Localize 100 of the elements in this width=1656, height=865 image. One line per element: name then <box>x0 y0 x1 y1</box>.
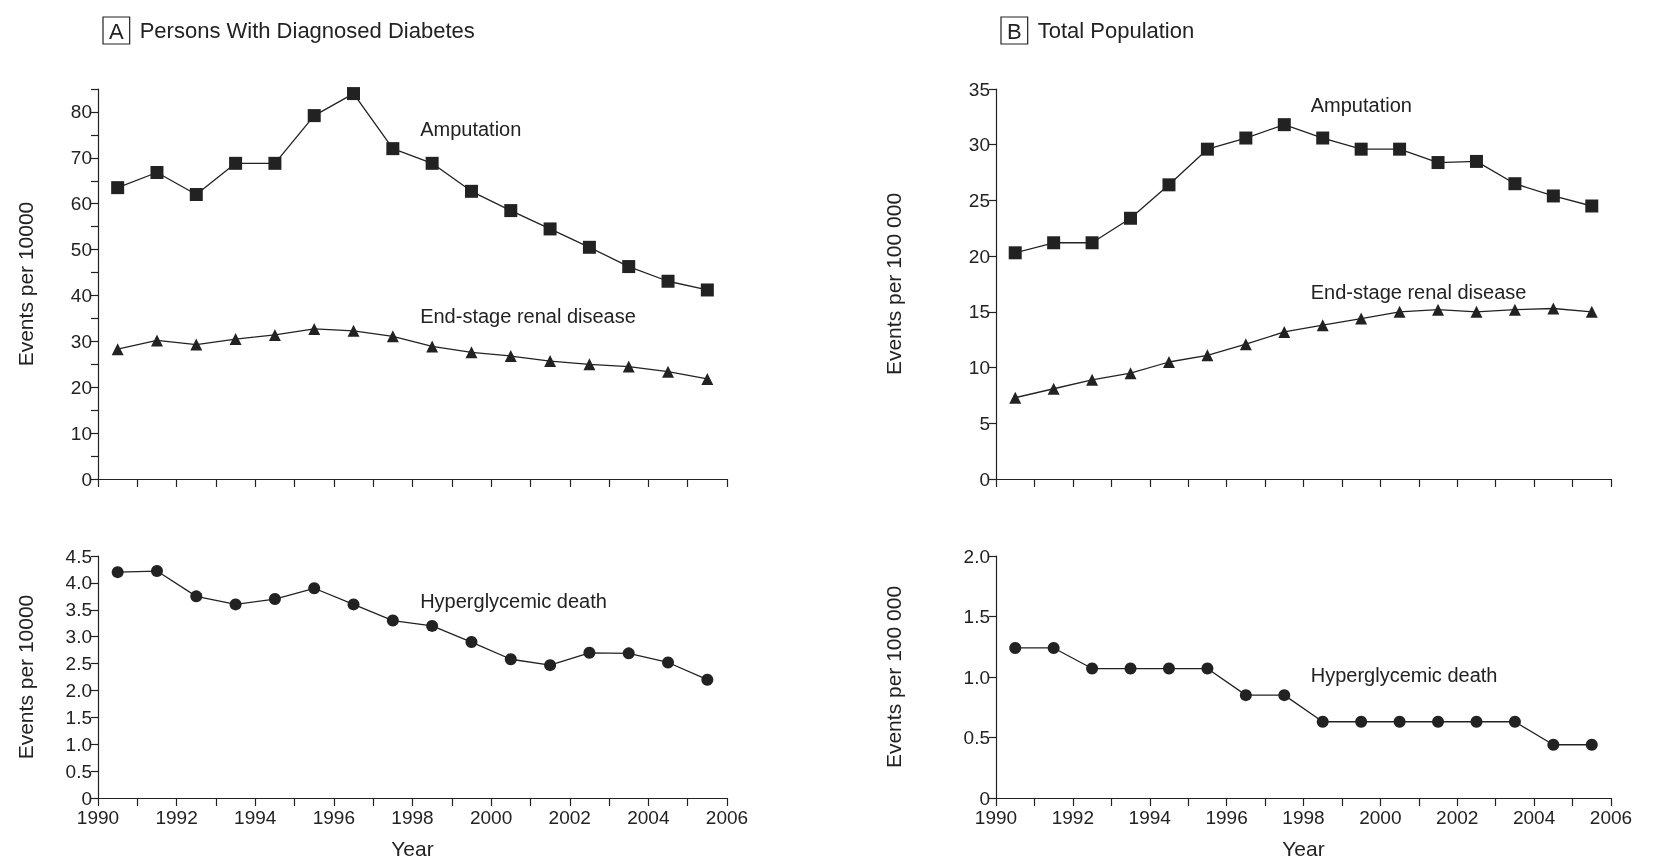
point <box>622 647 635 660</box>
point <box>1547 302 1560 315</box>
point <box>268 328 281 341</box>
chart-subtitle: Total Population <box>1037 18 1195 43</box>
point <box>1355 715 1368 728</box>
point <box>111 181 125 195</box>
x-tick-label: 1994 <box>234 807 277 828</box>
point <box>1200 142 1214 156</box>
point <box>268 593 281 606</box>
x-tick-label: 1990 <box>974 807 1018 828</box>
point <box>1469 154 1483 168</box>
point <box>111 343 124 356</box>
x-tick-label: 2000 <box>1359 807 1402 828</box>
y-tick-label: 20 <box>70 376 92 398</box>
point <box>1239 689 1252 702</box>
point <box>464 184 478 198</box>
point <box>150 166 164 180</box>
y-tick-label: 40 <box>70 284 92 306</box>
point <box>504 350 517 363</box>
x-tick-label: 1996 <box>1205 807 1248 828</box>
point <box>1008 246 1022 260</box>
point <box>1585 199 1599 213</box>
point <box>1316 319 1329 332</box>
point <box>583 646 596 659</box>
point <box>504 653 517 666</box>
x-axis-title: Year <box>391 837 434 860</box>
point <box>1278 325 1291 338</box>
y-tick-label: 0 <box>81 468 92 490</box>
y-tick-label: 4.5 <box>65 545 92 567</box>
point <box>1508 303 1521 316</box>
y-tick-label: 80 <box>70 101 92 123</box>
point <box>229 598 242 611</box>
y-tick-label: 3.5 <box>65 599 92 621</box>
point <box>1316 715 1329 728</box>
point <box>268 156 282 170</box>
y-tick-label: 50 <box>70 239 92 261</box>
point <box>1047 236 1061 250</box>
point <box>544 355 557 368</box>
point <box>1432 715 1445 728</box>
y-tick-label: 2.5 <box>65 653 92 675</box>
y-tick-label: 5 <box>979 412 990 434</box>
point <box>1009 641 1022 654</box>
point <box>1470 715 1483 728</box>
point <box>190 590 203 603</box>
point <box>1470 305 1483 318</box>
point <box>1546 189 1560 203</box>
x-axis-title: Year <box>1282 837 1325 860</box>
chart-title: B <box>1007 18 1022 44</box>
chart-title: A <box>109 18 124 44</box>
point <box>1201 662 1214 675</box>
point <box>1393 142 1407 156</box>
y-axis-title: Events per 100 000 <box>882 192 905 376</box>
y-axis-title: Events per 100 000 <box>882 585 905 769</box>
series-label: Hyperglycemic death <box>420 589 607 612</box>
x-tick-label: 1992 <box>155 807 198 828</box>
point <box>1508 177 1522 191</box>
point <box>308 322 321 335</box>
point <box>1278 689 1291 702</box>
point <box>426 340 439 353</box>
x-tick-label: 2004 <box>1512 807 1556 828</box>
y-tick-label: 1.0 <box>65 733 92 755</box>
x-tick-label: 2002 <box>548 807 591 828</box>
x-tick-label: 2006 <box>705 807 749 828</box>
x-tick-label: 2002 <box>1436 807 1479 828</box>
chart-subtitle: Persons With Diagnosed Diabetes <box>139 18 475 43</box>
point <box>229 156 243 170</box>
x-tick-label: 1996 <box>312 807 356 828</box>
x-tick-label: 1992 <box>1051 807 1095 828</box>
point <box>386 330 399 343</box>
point <box>1085 236 1099 250</box>
point <box>662 365 675 378</box>
y-axis-title: Events per 10000 <box>14 594 37 760</box>
point <box>465 346 478 359</box>
series-label: Amputation <box>1310 93 1412 116</box>
point <box>1162 178 1176 192</box>
y-tick-label: 60 <box>70 193 92 215</box>
y-tick-label: 0.5 <box>65 760 92 782</box>
point <box>386 142 400 156</box>
point <box>543 222 557 236</box>
point <box>622 260 636 274</box>
point <box>150 334 163 347</box>
point <box>504 204 518 218</box>
point <box>1239 131 1253 145</box>
point <box>1431 156 1445 170</box>
point <box>425 156 439 170</box>
x-tick-label: 2004 <box>627 807 670 828</box>
point <box>1009 391 1022 404</box>
y-tick-label: 3.0 <box>65 626 92 648</box>
point <box>190 338 203 351</box>
point <box>465 636 478 649</box>
point <box>1124 662 1137 675</box>
y-tick-label: 2.0 <box>963 545 990 567</box>
point <box>150 565 163 578</box>
y-axis-title: Events per 10000 <box>14 201 37 367</box>
point <box>1047 382 1060 395</box>
point <box>622 360 635 373</box>
point <box>1124 211 1138 225</box>
point <box>1547 738 1560 751</box>
point <box>308 582 321 595</box>
point <box>1393 715 1406 728</box>
